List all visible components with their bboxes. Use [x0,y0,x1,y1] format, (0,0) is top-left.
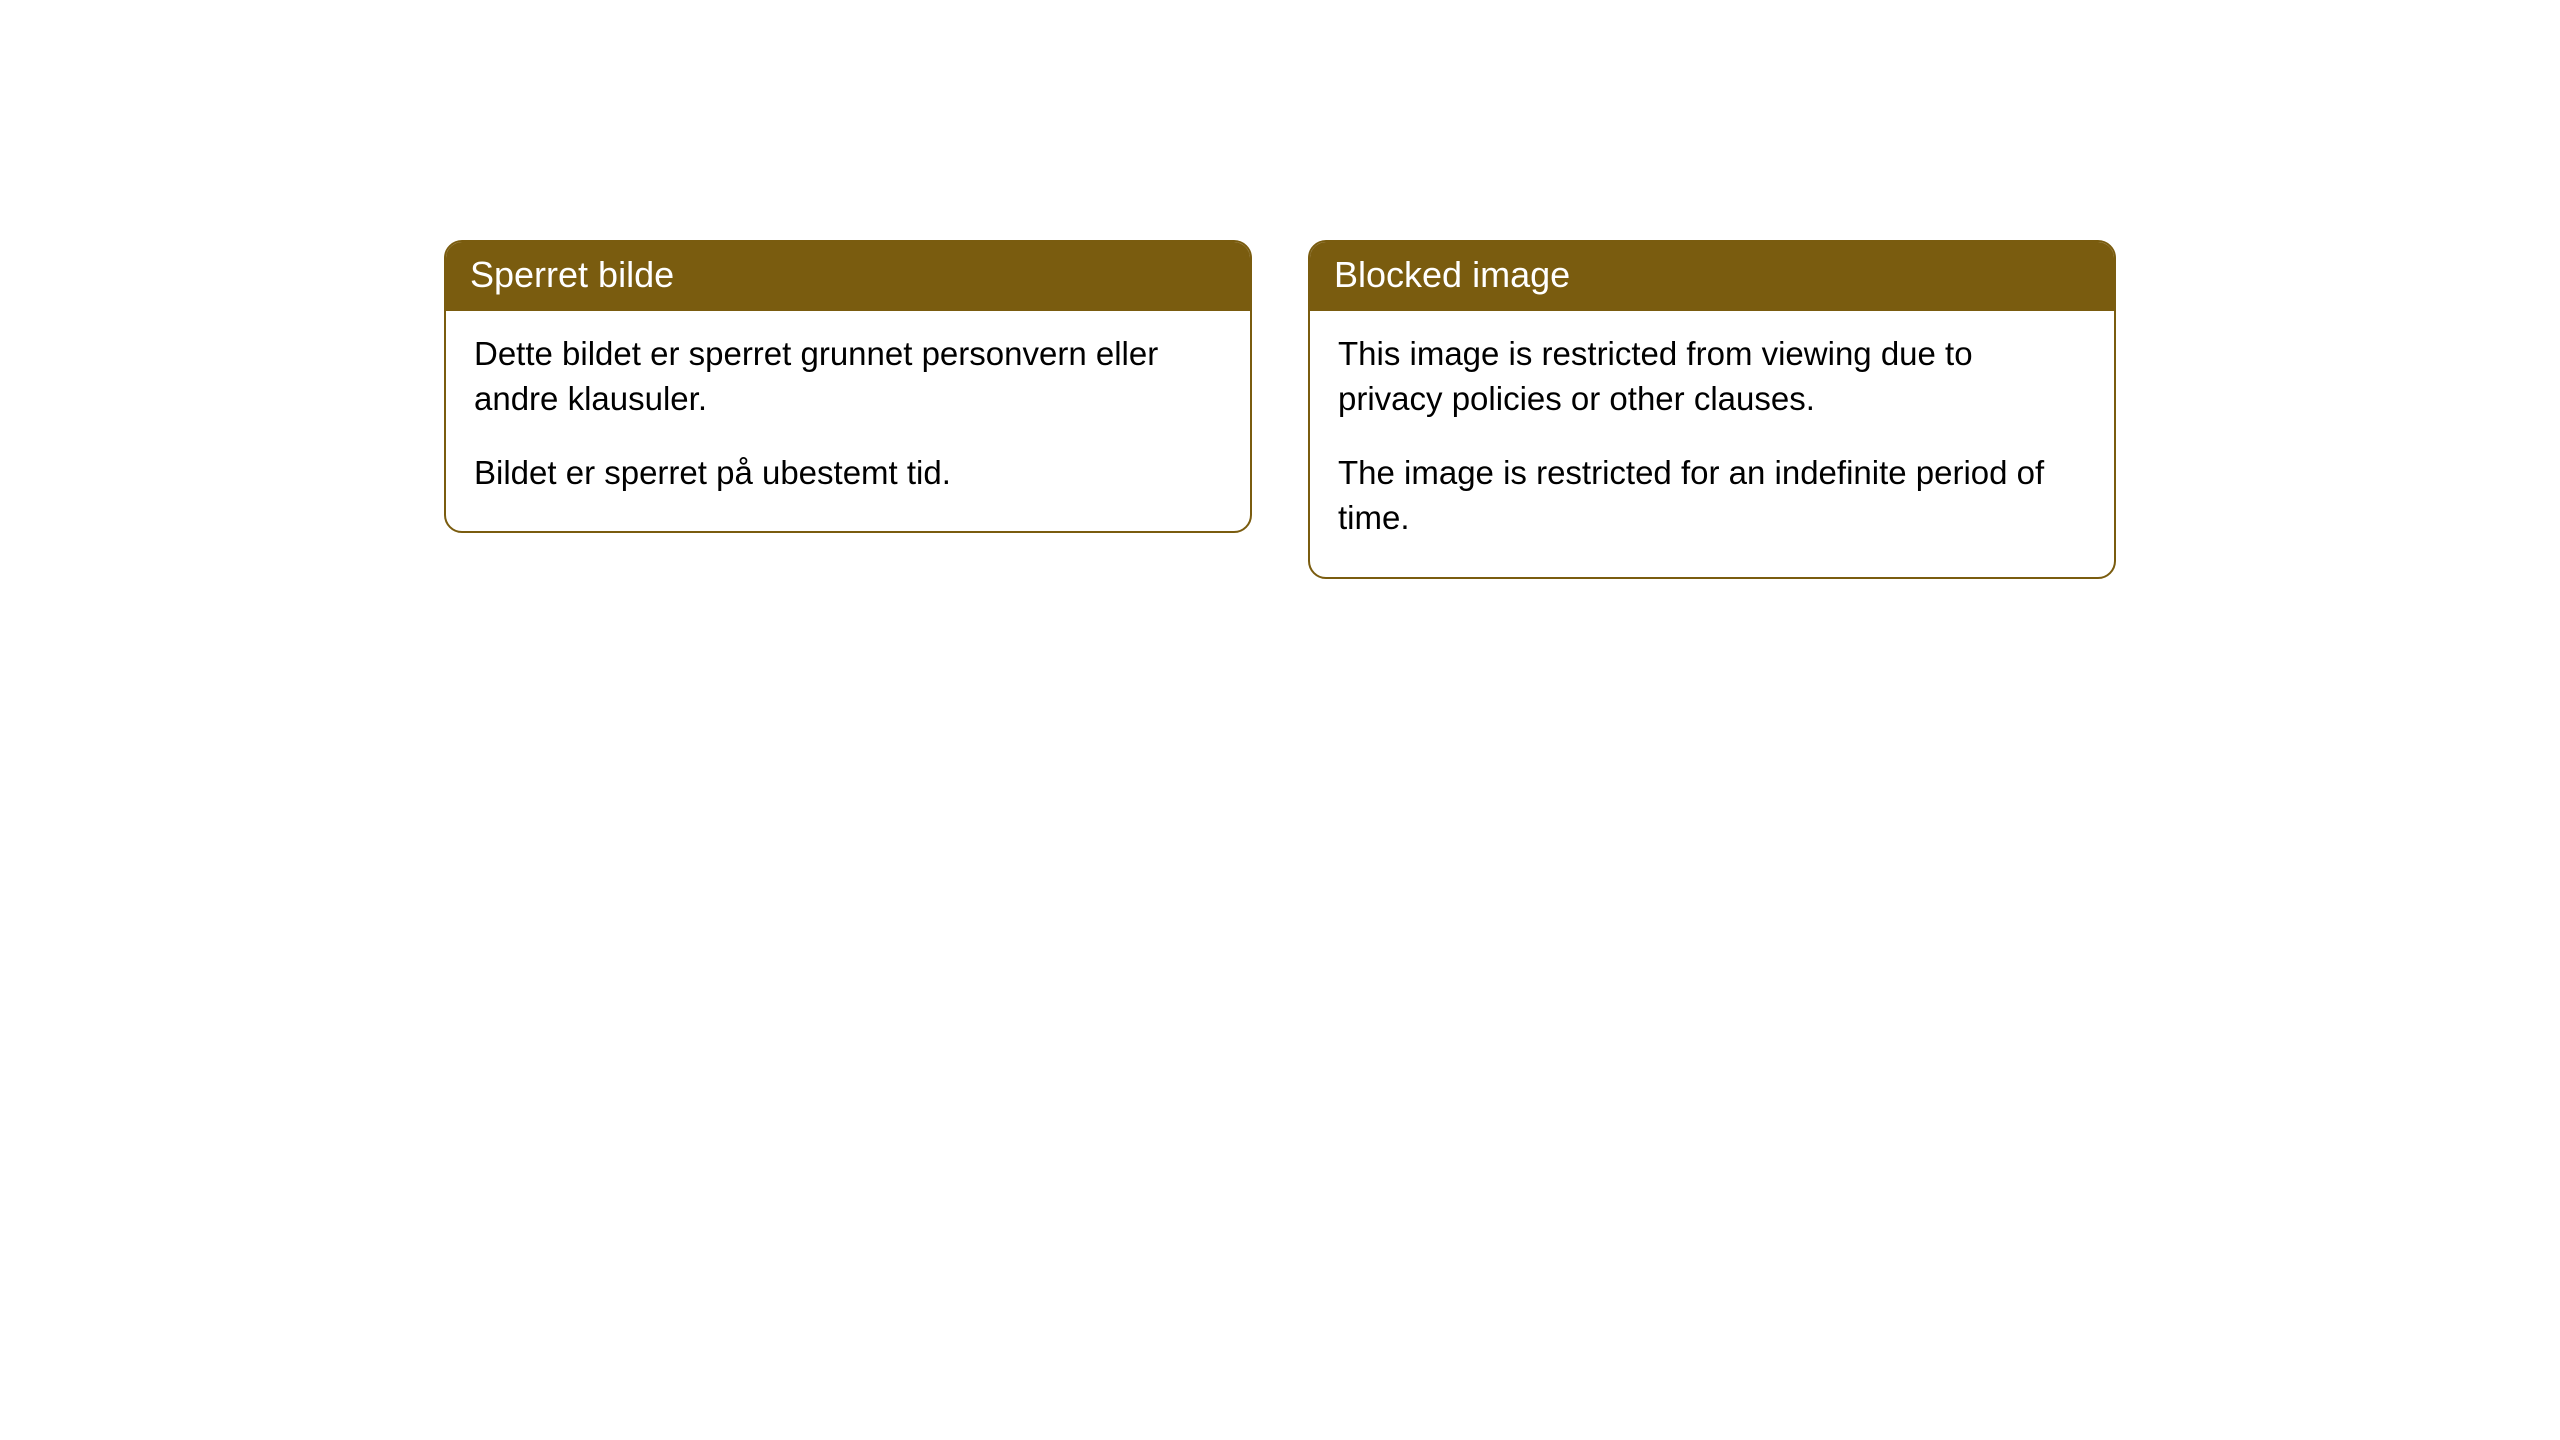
notice-paragraph: Bildet er sperret på ubestemt tid. [474,450,1222,496]
notice-card-title: Sperret bilde [446,242,1250,311]
notice-card-body: Dette bildet er sperret grunnet personve… [446,311,1250,532]
notice-card-english: Blocked image This image is restricted f… [1308,240,2116,579]
notice-card-norwegian: Sperret bilde Dette bildet er sperret gr… [444,240,1252,533]
notice-paragraph: The image is restricted for an indefinit… [1338,450,2086,541]
notice-paragraph: This image is restricted from viewing du… [1338,331,2086,422]
notice-paragraph: Dette bildet er sperret grunnet personve… [474,331,1222,422]
notice-card-body: This image is restricted from viewing du… [1310,311,2114,577]
notice-card-title: Blocked image [1310,242,2114,311]
